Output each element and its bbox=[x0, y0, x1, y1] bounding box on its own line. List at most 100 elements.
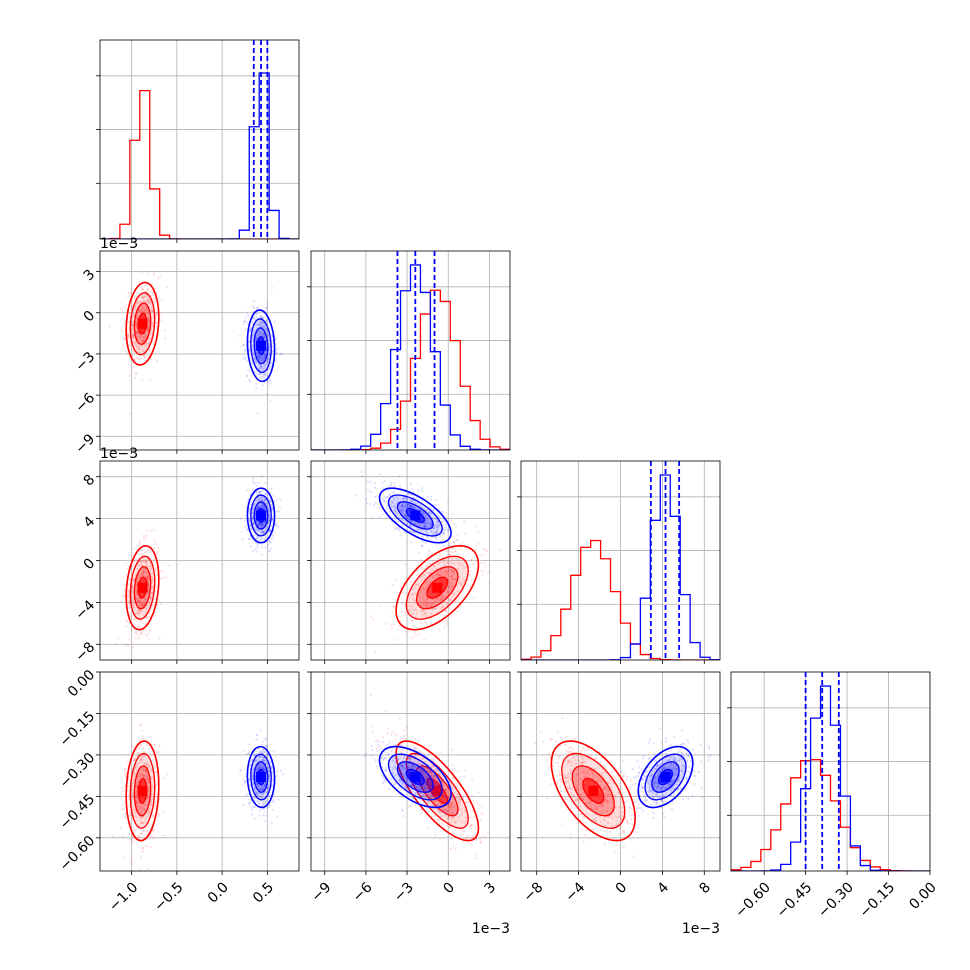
sample-point bbox=[261, 524, 264, 527]
sample-point bbox=[146, 287, 150, 290]
sample-point bbox=[268, 759, 271, 762]
sample-point bbox=[141, 604, 144, 607]
sample-point bbox=[409, 505, 413, 508]
sample-point bbox=[258, 357, 261, 361]
sample-point bbox=[132, 806, 135, 809]
sample-point bbox=[270, 361, 273, 364]
sample-point bbox=[449, 581, 452, 584]
sample-point bbox=[135, 316, 138, 319]
sample-point bbox=[130, 628, 133, 631]
sample-point bbox=[139, 773, 142, 776]
sample-point bbox=[252, 307, 256, 310]
sample-point bbox=[428, 562, 431, 566]
sample-point bbox=[271, 518, 274, 522]
sample-point bbox=[139, 335, 142, 338]
sample-point bbox=[149, 562, 152, 565]
sample-point bbox=[262, 373, 265, 376]
sample-point bbox=[259, 794, 262, 797]
sample-point bbox=[458, 803, 461, 806]
sample-point bbox=[261, 756, 264, 760]
sample-point bbox=[400, 504, 404, 507]
sample-point bbox=[150, 874, 152, 876]
sample-point bbox=[427, 521, 430, 525]
sample-point bbox=[139, 775, 142, 778]
sample-point bbox=[277, 798, 280, 801]
sample-point bbox=[265, 492, 268, 495]
sample-point bbox=[141, 573, 144, 576]
sample-point bbox=[261, 384, 264, 387]
sample-point bbox=[265, 535, 268, 539]
sample-point bbox=[242, 804, 245, 807]
sample-point bbox=[145, 299, 148, 302]
sample-point bbox=[259, 531, 262, 534]
sample-point bbox=[140, 349, 144, 352]
sample-point bbox=[147, 580, 150, 584]
sample-point bbox=[439, 534, 442, 538]
sample-point bbox=[269, 368, 272, 371]
sample-point bbox=[151, 604, 154, 607]
sample-point bbox=[261, 743, 264, 746]
sample-point bbox=[155, 752, 158, 755]
sample-point bbox=[420, 486, 424, 490]
sample-point bbox=[412, 500, 415, 503]
sample-point bbox=[148, 337, 152, 340]
sample-point bbox=[429, 774, 433, 777]
sample-point bbox=[418, 633, 421, 636]
sample-point bbox=[139, 573, 142, 576]
sample-point bbox=[442, 544, 445, 547]
sample-point bbox=[259, 524, 262, 528]
sample-point bbox=[258, 355, 261, 358]
sample-point bbox=[257, 792, 260, 795]
sample-point bbox=[394, 579, 397, 582]
sample-point bbox=[265, 737, 268, 740]
sample-point bbox=[124, 319, 127, 322]
sample-point bbox=[436, 526, 439, 529]
sample-point bbox=[152, 558, 155, 561]
sample-point bbox=[263, 363, 266, 366]
sample-point bbox=[438, 523, 441, 526]
sample-point bbox=[143, 808, 146, 811]
sample-point bbox=[139, 601, 142, 604]
sample-point bbox=[414, 748, 417, 751]
sample-point bbox=[150, 568, 153, 571]
sample-point bbox=[132, 323, 135, 326]
sample-point bbox=[446, 501, 449, 504]
sample-point bbox=[282, 773, 285, 776]
sample-point bbox=[381, 513, 385, 516]
sample-point bbox=[145, 564, 148, 567]
sample-point bbox=[244, 350, 247, 353]
sample-point bbox=[135, 598, 138, 601]
sample-point bbox=[267, 770, 271, 773]
sample-point bbox=[407, 493, 410, 496]
sample-point bbox=[461, 563, 464, 566]
sample-point bbox=[147, 582, 150, 585]
sample-point bbox=[256, 506, 259, 509]
sample-point bbox=[145, 772, 148, 775]
sample-point bbox=[145, 762, 148, 766]
sample-point bbox=[142, 768, 145, 771]
sample-point bbox=[135, 606, 138, 609]
sample-point bbox=[395, 502, 398, 505]
sample-point bbox=[257, 354, 260, 357]
sample-point bbox=[144, 598, 147, 601]
sample-point bbox=[408, 608, 411, 612]
sample-point bbox=[475, 857, 478, 860]
sample-point bbox=[251, 321, 254, 324]
sample-point bbox=[264, 520, 267, 523]
sample-point bbox=[135, 349, 139, 352]
sample-point bbox=[400, 586, 403, 589]
sample-point bbox=[265, 753, 268, 756]
sample-point bbox=[394, 510, 397, 513]
sample-point bbox=[260, 537, 263, 540]
sample-point bbox=[261, 324, 264, 327]
sample-point bbox=[251, 363, 254, 366]
sample-point bbox=[261, 358, 264, 361]
sample-point bbox=[440, 803, 443, 806]
histogram-panel-p2 bbox=[517, 460, 721, 664]
sample-point bbox=[268, 777, 271, 780]
sample-point bbox=[459, 799, 462, 802]
sample-point bbox=[258, 763, 261, 766]
sample-point bbox=[148, 735, 151, 738]
sample-point bbox=[272, 801, 275, 804]
